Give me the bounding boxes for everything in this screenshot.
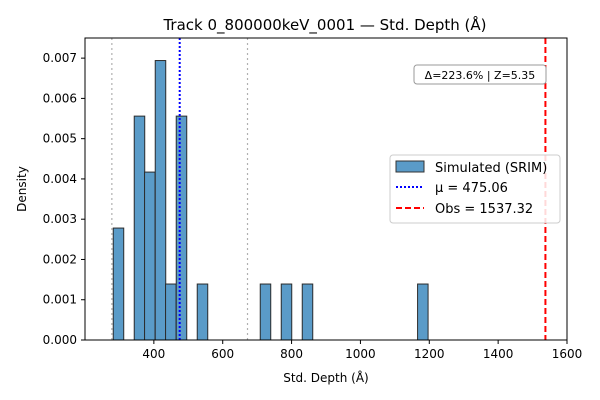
histogram-bar-2 xyxy=(144,171,156,341)
chart-title: Track 0_800000keV_0001 — Std. Depth (Å) xyxy=(162,15,486,35)
x-axis-ticks: 400 600 800 1000 1200 1400 1600 xyxy=(142,340,582,361)
histogram-bars xyxy=(112,60,429,341)
y-axis-ticks: 0.000 0.001 0.002 0.003 0.004 0.005 0.006 0.007 xyxy=(43,51,85,347)
y-tick-label: 0.007 xyxy=(43,51,77,65)
annotation-text: Δ=223.6% | Z=5.35 xyxy=(425,69,536,82)
x-tick-label: 400 xyxy=(142,347,165,361)
x-tick-label: 1200 xyxy=(414,347,445,361)
histogram-bar-6 xyxy=(196,283,209,341)
x-axis-label: Std. Depth (Å) xyxy=(283,370,369,385)
reference-lines xyxy=(178,38,547,340)
plot-frame xyxy=(84,37,568,341)
x-tick-label: 600 xyxy=(211,347,234,361)
y-tick-label: 0.004 xyxy=(43,172,77,186)
y-tick-label: 0.003 xyxy=(43,212,77,226)
y-tick-label: 0.001 xyxy=(43,293,77,307)
legend: Simulated (SRIM) μ = 475.06 Obs = 1537.3… xyxy=(389,154,561,224)
histogram-bar-8 xyxy=(280,283,293,341)
x-tick-label: 1600 xyxy=(552,347,583,361)
histogram-bar-5 xyxy=(175,115,188,341)
y-tick-label: 0.006 xyxy=(43,91,77,105)
y-tick-label: 0.002 xyxy=(43,252,77,266)
legend-label-observed: Obs = 1537.32 xyxy=(435,202,533,217)
legend-label-mean: μ = 475.06 xyxy=(435,181,508,196)
y-tick-label: 0.000 xyxy=(43,333,77,347)
legend-swatch-simulated xyxy=(395,160,425,173)
histogram-bar-0 xyxy=(112,227,125,341)
y-axis-label: Density xyxy=(15,166,29,212)
x-tick-label: 800 xyxy=(280,347,303,361)
annotation-box: Δ=223.6% | Z=5.35 xyxy=(413,64,547,85)
x-tick-label: 1400 xyxy=(483,347,514,361)
histogram-bar-1 xyxy=(133,115,146,341)
sigma-lines xyxy=(111,38,249,340)
histogram-bar-10 xyxy=(417,283,429,341)
y-tick-label: 0.005 xyxy=(43,132,77,146)
histogram-bar-4 xyxy=(165,283,177,341)
x-tick-label: 1000 xyxy=(345,347,376,361)
histogram-bar-3 xyxy=(154,60,167,341)
histogram-bar-9 xyxy=(301,283,314,341)
histogram-bar-7 xyxy=(259,283,272,341)
legend-label-simulated: Simulated (SRIM) xyxy=(435,161,547,176)
